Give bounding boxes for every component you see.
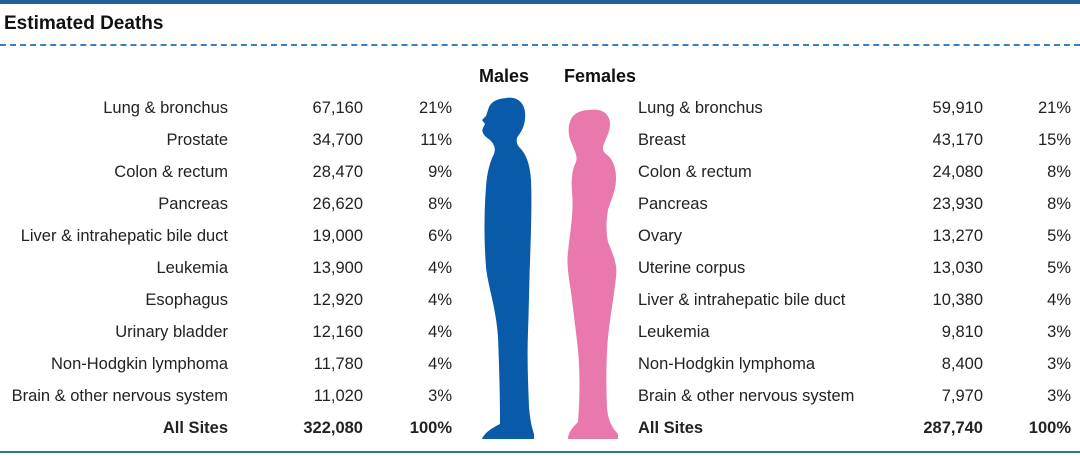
males-header: Males [479, 66, 530, 86]
site-label: Non-Hodgkin lymphoma [638, 355, 815, 373]
percent-value: 4% [428, 291, 452, 309]
percent-value: 3% [428, 387, 452, 405]
deaths-value: 23,930 [932, 195, 983, 213]
percent-value: 100% [1028, 419, 1071, 437]
site-label: Ovary [638, 227, 683, 245]
deaths-value: 34,700 [312, 131, 363, 149]
percent-value: 11% [420, 131, 452, 149]
site-label: Pancreas [638, 195, 708, 213]
females-total-row: All Sites 287,740 100% [0, 416, 1080, 440]
site-label: Colon & rectum [114, 163, 228, 181]
deaths-value: 13,900 [312, 259, 363, 277]
table-row: Liver & intrahepatic bile duct 10,380 4% [0, 288, 1080, 312]
percent-value: 21% [418, 99, 452, 117]
table-row: Leukemia 13,900 4% [0, 256, 1080, 280]
table-row: Brain & other nervous system 11,020 3% [0, 384, 1080, 408]
top-rule [0, 0, 1080, 4]
percent-value: 15% [1037, 131, 1071, 149]
table-row: Uterine corpus 13,030 5% [0, 256, 1080, 280]
site-label: Urinary bladder [115, 323, 228, 341]
table-row: Breast 43,170 15% [0, 128, 1080, 152]
deaths-value: 9,810 [941, 323, 983, 341]
table-row: Prostate 34,700 11% [0, 128, 1080, 152]
site-label: Liver & intrahepatic bile duct [638, 291, 846, 309]
deaths-value: 322,080 [303, 419, 363, 437]
table-row: Urinary bladder 12,160 4% [0, 320, 1080, 344]
percent-value: 3% [1047, 323, 1071, 341]
site-label: Colon & rectum [638, 163, 752, 181]
deaths-value: 11,780 [313, 355, 363, 373]
table-row: Lung & bronchus 59,910 21% [0, 96, 1080, 120]
site-label: Leukemia [156, 259, 228, 277]
site-label: Leukemia [638, 323, 710, 341]
deaths-value: 26,620 [312, 195, 363, 213]
deaths-value: 287,740 [923, 419, 983, 437]
deaths-value: 8,400 [941, 355, 983, 373]
deaths-value: 19,000 [312, 227, 363, 245]
dashed-divider [0, 44, 1080, 46]
site-label: Brain & other nervous system [638, 387, 855, 405]
percent-value: 8% [1047, 195, 1071, 213]
female-body-shape [567, 109, 618, 440]
table-row: Non-Hodgkin lymphoma 8,400 3% [0, 352, 1080, 376]
table-row: Brain & other nervous system 7,970 3% [0, 384, 1080, 408]
table-row: Ovary 13,270 5% [0, 224, 1080, 248]
deaths-value: 24,080 [932, 163, 983, 181]
percent-value: 3% [1047, 387, 1071, 405]
percent-value: 6% [428, 227, 452, 245]
deaths-value: 12,920 [312, 291, 363, 309]
site-label: Brain & other nervous system [11, 387, 228, 405]
site-label: Breast [638, 131, 686, 149]
deaths-value: 13,030 [932, 259, 983, 277]
males-total-row: All Sites 322,080 100% [0, 416, 1080, 440]
females-header: Females [564, 66, 637, 86]
table-row: Colon & rectum 28,470 9% [0, 160, 1080, 184]
site-label: Lung & bronchus [638, 99, 763, 117]
table-row: Liver & intrahepatic bile duct 19,000 6% [0, 224, 1080, 248]
percent-value: 4% [1047, 291, 1071, 309]
percent-value: 8% [428, 195, 452, 213]
percent-value: 100% [409, 419, 452, 437]
deaths-value: 67,160 [312, 99, 363, 117]
table-row: Esophagus 12,920 4% [0, 288, 1080, 312]
site-label: Liver & intrahepatic bile duct [20, 227, 228, 245]
percent-value: 21% [1037, 99, 1071, 117]
female-silhouette-icon [567, 109, 618, 440]
site-label: Pancreas [158, 195, 228, 213]
site-label: Prostate [166, 131, 228, 149]
percent-value: 5% [1047, 227, 1071, 245]
site-label: All Sites [162, 419, 228, 437]
deaths-value: 12,160 [312, 323, 363, 341]
deaths-value: 11,020 [313, 387, 363, 405]
deaths-value: 43,170 [932, 131, 983, 149]
male-body-shape [482, 97, 534, 440]
table-row: Pancreas 23,930 8% [0, 192, 1080, 216]
site-label: Non-Hodgkin lymphoma [51, 355, 228, 373]
deaths-value: 10,380 [932, 291, 983, 309]
deaths-value: 13,270 [932, 227, 983, 245]
bottom-rule [0, 451, 1080, 453]
percent-value: 5% [1047, 259, 1071, 277]
site-label: All Sites [638, 419, 704, 437]
deaths-value: 59,910 [932, 99, 983, 117]
percent-value: 4% [428, 355, 452, 373]
table-row: Non-Hodgkin lymphoma 11,780 4% [0, 352, 1080, 376]
page-title: Estimated Deaths [4, 13, 164, 34]
table-row: Leukemia 9,810 3% [0, 320, 1080, 344]
site-label: Esophagus [145, 291, 228, 309]
percent-value: 8% [1047, 163, 1071, 181]
deaths-value: 7,970 [941, 387, 983, 405]
table-row: Colon & rectum 24,080 8% [0, 160, 1080, 184]
male-silhouette-icon [482, 97, 534, 440]
percent-value: 4% [428, 323, 452, 341]
deaths-value: 28,470 [312, 163, 363, 181]
percent-value: 3% [1047, 355, 1071, 373]
site-label: Lung & bronchus [103, 99, 228, 117]
table-row: Pancreas 26,620 8% [0, 192, 1080, 216]
table-row: Lung & bronchus 67,160 21% [0, 96, 1080, 120]
site-label: Uterine corpus [638, 259, 746, 277]
percent-value: 4% [428, 259, 452, 277]
percent-value: 9% [428, 163, 452, 181]
